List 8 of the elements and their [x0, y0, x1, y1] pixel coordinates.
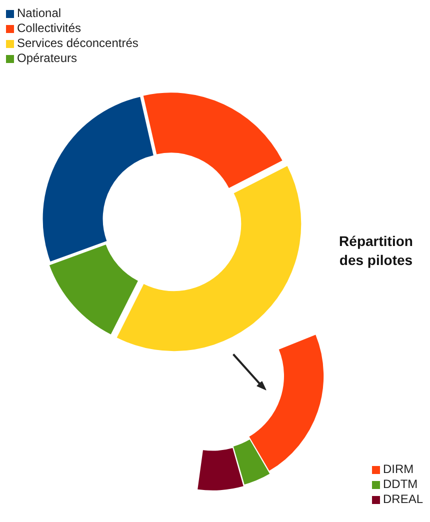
legend-label: Services déconcentrés — [17, 36, 138, 51]
legend-label: National — [17, 6, 62, 21]
legend-label: DIRM — [383, 462, 414, 477]
legend-label: Collectivités — [17, 21, 82, 36]
text: Répartition des pilotes — [338, 232, 414, 270]
legend-label: DREAL — [383, 492, 424, 507]
legend-label: DDTM — [383, 477, 418, 492]
legend-label: Opérateurs — [17, 51, 78, 66]
